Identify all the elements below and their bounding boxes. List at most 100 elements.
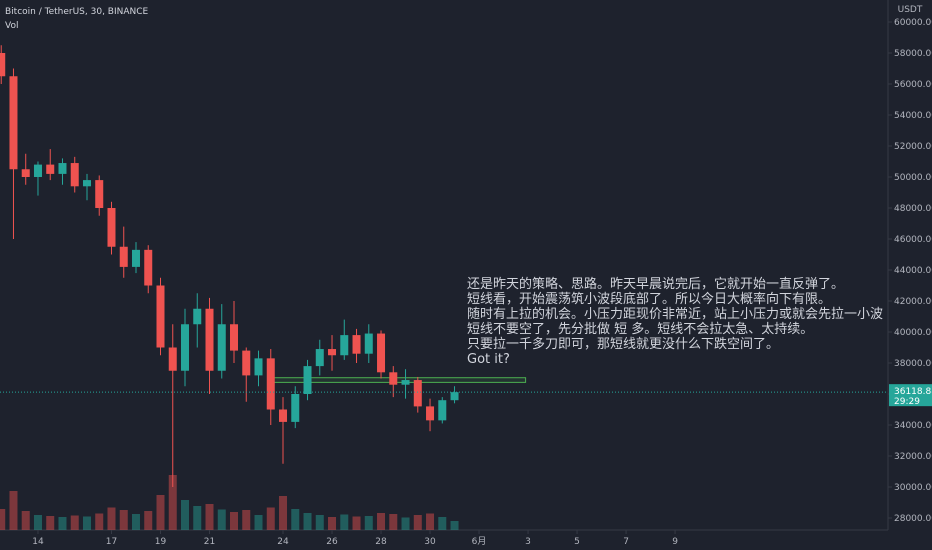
annotation-line: 短线看，开始震荡筑小波段底部了。所以今日大概率向下有限。 — [467, 291, 831, 307]
volume-bar — [119, 510, 128, 530]
candle-body — [156, 285, 165, 348]
candle-body — [107, 207, 116, 247]
candle-body — [340, 335, 349, 356]
candle-body — [205, 308, 214, 371]
candle-body — [144, 249, 153, 286]
volume-bar — [33, 515, 42, 530]
x-tick-label: 6月 — [472, 536, 487, 547]
volume-bar — [70, 515, 79, 530]
x-tick-label: 30 — [424, 537, 436, 547]
candle-body — [0, 52, 6, 77]
volume-bar — [0, 509, 6, 530]
candle-body — [291, 394, 300, 422]
candle-body — [266, 358, 275, 410]
y-tick-label: 28000.00 — [894, 514, 932, 524]
y-tick-label: 48000.00 — [894, 204, 932, 214]
candle-body — [95, 180, 104, 208]
annotation-line: 只要拉一千多刀即可，那短线就更没什么下跌空间了。 — [467, 336, 779, 352]
candle-body — [168, 347, 177, 371]
volume-bar — [291, 509, 300, 530]
volume-bar — [254, 515, 263, 530]
candle-body — [58, 163, 67, 174]
y-tick-label: 44000.00 — [894, 266, 932, 276]
x-tick-label: 9 — [672, 537, 678, 547]
annotation-line: 随时有上拉的机会。小压力距现价非常近，站上小压力或就会先拉一小波 — [467, 306, 883, 322]
candle-body — [46, 164, 55, 174]
x-tick-label: 14 — [32, 537, 44, 547]
volume-bar — [107, 507, 116, 530]
volume-bar — [58, 517, 67, 530]
annotation-line: 短线不要空了，先分批做 短 多。短线不会拉太急、太持续。 — [467, 321, 813, 337]
volume-bar — [181, 500, 189, 530]
x-tick-label: 21 — [204, 537, 215, 547]
y-tick-label: 54000.00 — [894, 111, 932, 121]
x-tick-label: 19 — [155, 537, 167, 547]
volume-bar — [352, 516, 361, 530]
x-tick-label: 28 — [375, 537, 387, 547]
candle-body — [254, 358, 263, 376]
countdown: 29:29 — [894, 397, 920, 407]
volume-bar — [144, 511, 153, 530]
candle-body — [119, 246, 128, 267]
volume-bar — [401, 517, 410, 530]
candle-body — [230, 324, 239, 351]
x-tick-label: 7 — [623, 537, 629, 547]
volume-bar — [426, 513, 435, 530]
y-tick-label: 40000.00 — [894, 328, 932, 338]
candle-body — [33, 164, 42, 177]
volume-bar — [217, 509, 226, 530]
volume-bar — [413, 515, 422, 530]
volume-bar — [46, 516, 55, 530]
candle-body — [217, 324, 226, 371]
volume-bar — [205, 504, 214, 530]
volume-bar — [315, 515, 324, 530]
y-tick-label: 46000.00 — [894, 235, 932, 245]
volume-bar — [377, 513, 386, 530]
candle-body — [413, 380, 422, 407]
candle-body — [82, 180, 91, 187]
x-tick-label: 26 — [326, 537, 338, 547]
y-axis-unit: USDT — [898, 5, 923, 15]
candle-body — [9, 76, 18, 170]
volume-bar — [9, 491, 18, 530]
y-tick-label: 30000.00 — [894, 483, 932, 493]
y-tick-label: 42000.00 — [894, 297, 932, 307]
volume-bar — [230, 512, 239, 530]
candle-body — [389, 372, 398, 385]
candle-body — [193, 308, 202, 325]
candle-body — [131, 249, 140, 267]
y-tick-label: 34000.00 — [894, 421, 932, 431]
y-tick-label: 60000.00 — [894, 18, 932, 28]
last-price-box — [889, 384, 932, 407]
candle-body — [279, 409, 288, 422]
volume-bar — [193, 506, 202, 530]
candle-body — [450, 392, 459, 401]
y-tick-label: 32000.00 — [894, 452, 932, 462]
volume-bar — [242, 510, 251, 530]
x-tick-label: 17 — [106, 537, 117, 547]
volume-bar — [82, 516, 91, 530]
candle-body — [181, 324, 189, 371]
y-tick-label: 50000.00 — [894, 173, 932, 183]
volume-bar — [95, 513, 104, 530]
volume-bar — [328, 517, 337, 530]
candle-body — [242, 350, 251, 376]
volume-bar — [279, 496, 288, 530]
volume-bar — [364, 516, 373, 530]
volume-bar — [303, 513, 312, 530]
volume-bar — [389, 514, 398, 530]
volume-bar — [450, 521, 459, 530]
y-tick-label: 56000.00 — [894, 80, 932, 90]
candle-body — [438, 400, 447, 421]
candle-body — [352, 335, 361, 354]
y-tick-label: 38000.00 — [894, 359, 932, 369]
x-tick-label: 5 — [574, 537, 580, 547]
y-tick-label: 52000.00 — [894, 142, 932, 152]
annotation-line: Got it? — [467, 352, 510, 367]
volume-bar — [340, 514, 349, 530]
candle-body — [315, 349, 324, 367]
candle-body — [377, 333, 386, 373]
